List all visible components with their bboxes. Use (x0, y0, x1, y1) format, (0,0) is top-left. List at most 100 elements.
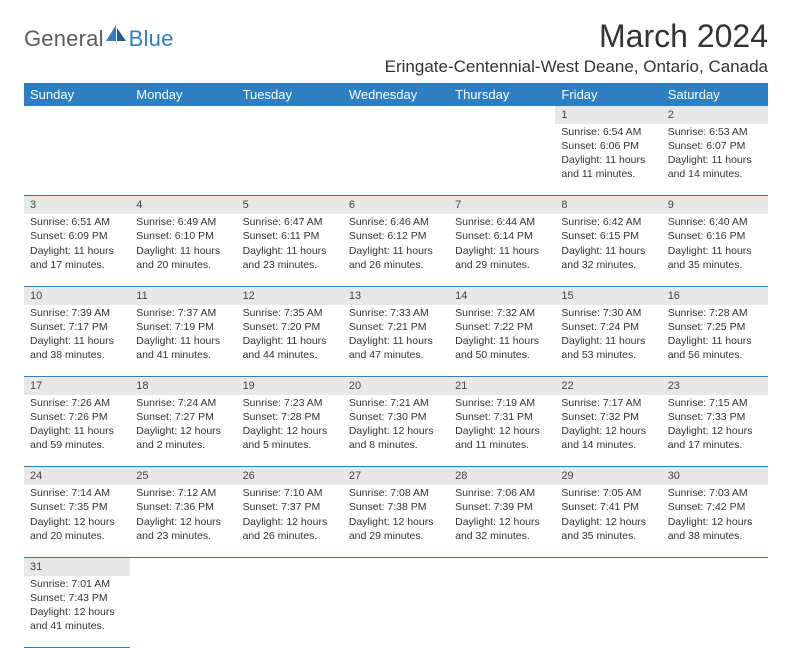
month-title: March 2024 (385, 18, 768, 55)
sunrise-line: Sunrise: 7:10 AM (243, 486, 337, 500)
day-cell: Sunrise: 7:32 AMSunset: 7:22 PMDaylight:… (449, 305, 555, 377)
day-number: 22 (555, 377, 661, 395)
brand-text-2: Blue (129, 26, 174, 52)
day-cell: Sunrise: 6:42 AMSunset: 6:15 PMDaylight:… (555, 214, 661, 286)
day-cell: Sunrise: 6:51 AMSunset: 6:09 PMDaylight:… (24, 214, 130, 286)
week-info-row: Sunrise: 7:14 AMSunset: 7:35 PMDaylight:… (24, 485, 768, 557)
sunrise-line: Sunrise: 6:49 AM (136, 215, 230, 229)
sunrise-line: Sunrise: 7:15 AM (668, 396, 762, 410)
sunrise-line: Sunrise: 6:46 AM (349, 215, 443, 229)
sunrise-line: Sunrise: 7:24 AM (136, 396, 230, 410)
week-number-row: 3456789 (24, 196, 768, 214)
daylight-line: Daylight: 11 hours and 29 minutes. (455, 244, 549, 272)
sunrise-line: Sunrise: 6:54 AM (561, 125, 655, 139)
header: General Blue March 2024 Eringate-Centenn… (24, 18, 768, 77)
daylight-line: Daylight: 11 hours and 35 minutes. (668, 244, 762, 272)
sunset-line: Sunset: 7:20 PM (243, 320, 337, 334)
daylight-line: Daylight: 12 hours and 20 minutes. (30, 515, 124, 543)
day-cell: Sunrise: 7:10 AMSunset: 7:37 PMDaylight:… (237, 485, 343, 557)
day-header: Thursday (449, 83, 555, 106)
day-cell: Sunrise: 7:24 AMSunset: 7:27 PMDaylight:… (130, 395, 236, 467)
day-cell (237, 124, 343, 196)
daylight-line: Daylight: 11 hours and 26 minutes. (349, 244, 443, 272)
sunset-line: Sunset: 6:14 PM (455, 229, 549, 243)
sunset-line: Sunset: 7:33 PM (668, 410, 762, 424)
day-cell: Sunrise: 7:30 AMSunset: 7:24 PMDaylight:… (555, 305, 661, 377)
sunrise-line: Sunrise: 6:51 AM (30, 215, 124, 229)
sunrise-line: Sunrise: 7:19 AM (455, 396, 549, 410)
sunrise-line: Sunrise: 7:17 AM (561, 396, 655, 410)
day-number: 13 (343, 286, 449, 304)
sunset-line: Sunset: 7:28 PM (243, 410, 337, 424)
daylight-line: Daylight: 12 hours and 23 minutes. (136, 515, 230, 543)
day-number: 21 (449, 377, 555, 395)
day-header: Friday (555, 83, 661, 106)
sunset-line: Sunset: 7:21 PM (349, 320, 443, 334)
day-number: 5 (237, 196, 343, 214)
calendar-body: 12Sunrise: 6:54 AMSunset: 6:06 PMDayligh… (24, 106, 768, 648)
day-number: 27 (343, 467, 449, 485)
week-number-row: 10111213141516 (24, 286, 768, 304)
day-number: 26 (237, 467, 343, 485)
daylight-line: Daylight: 11 hours and 59 minutes. (30, 424, 124, 452)
sunset-line: Sunset: 7:27 PM (136, 410, 230, 424)
sunset-line: Sunset: 7:17 PM (30, 320, 124, 334)
day-number: 23 (662, 377, 768, 395)
sunrise-line: Sunrise: 7:28 AM (668, 306, 762, 320)
day-header-row: SundayMondayTuesdayWednesdayThursdayFrid… (24, 83, 768, 106)
daylight-line: Daylight: 12 hours and 2 minutes. (136, 424, 230, 452)
sunset-line: Sunset: 6:16 PM (668, 229, 762, 243)
day-number: 2 (662, 106, 768, 124)
day-number: 20 (343, 377, 449, 395)
daylight-line: Daylight: 11 hours and 32 minutes. (561, 244, 655, 272)
daylight-line: Daylight: 11 hours and 41 minutes. (136, 334, 230, 362)
day-cell (343, 124, 449, 196)
daylight-line: Daylight: 12 hours and 14 minutes. (561, 424, 655, 452)
sunset-line: Sunset: 6:09 PM (30, 229, 124, 243)
day-cell: Sunrise: 7:15 AMSunset: 7:33 PMDaylight:… (662, 395, 768, 467)
day-number (237, 557, 343, 575)
day-number: 25 (130, 467, 236, 485)
week-number-row: 12 (24, 106, 768, 124)
day-number: 4 (130, 196, 236, 214)
sunset-line: Sunset: 6:06 PM (561, 139, 655, 153)
daylight-line: Daylight: 12 hours and 32 minutes. (455, 515, 549, 543)
week-info-row: Sunrise: 6:51 AMSunset: 6:09 PMDaylight:… (24, 214, 768, 286)
daylight-line: Daylight: 12 hours and 29 minutes. (349, 515, 443, 543)
sail-icon (105, 24, 127, 47)
day-number: 8 (555, 196, 661, 214)
day-number (449, 557, 555, 575)
sunset-line: Sunset: 7:38 PM (349, 500, 443, 514)
sunrise-line: Sunrise: 7:01 AM (30, 577, 124, 591)
daylight-line: Daylight: 11 hours and 11 minutes. (561, 153, 655, 181)
day-cell (24, 124, 130, 196)
daylight-line: Daylight: 12 hours and 38 minutes. (668, 515, 762, 543)
day-cell: Sunrise: 7:37 AMSunset: 7:19 PMDaylight:… (130, 305, 236, 377)
brand-logo: General Blue (24, 24, 174, 53)
sunset-line: Sunset: 7:26 PM (30, 410, 124, 424)
day-cell: Sunrise: 7:14 AMSunset: 7:35 PMDaylight:… (24, 485, 130, 557)
day-number: 12 (237, 286, 343, 304)
day-cell: Sunrise: 7:08 AMSunset: 7:38 PMDaylight:… (343, 485, 449, 557)
sunset-line: Sunset: 7:32 PM (561, 410, 655, 424)
daylight-line: Daylight: 11 hours and 17 minutes. (30, 244, 124, 272)
week-number-row: 17181920212223 (24, 377, 768, 395)
daylight-line: Daylight: 11 hours and 53 minutes. (561, 334, 655, 362)
day-number: 9 (662, 196, 768, 214)
sunrise-line: Sunrise: 6:42 AM (561, 215, 655, 229)
day-number: 29 (555, 467, 661, 485)
daylight-line: Daylight: 12 hours and 5 minutes. (243, 424, 337, 452)
sunset-line: Sunset: 6:07 PM (668, 139, 762, 153)
day-number (343, 557, 449, 575)
sunset-line: Sunset: 7:41 PM (561, 500, 655, 514)
sunset-line: Sunset: 7:31 PM (455, 410, 549, 424)
day-cell: Sunrise: 7:39 AMSunset: 7:17 PMDaylight:… (24, 305, 130, 377)
day-number: 24 (24, 467, 130, 485)
day-cell: Sunrise: 6:46 AMSunset: 6:12 PMDaylight:… (343, 214, 449, 286)
day-cell: Sunrise: 6:44 AMSunset: 6:14 PMDaylight:… (449, 214, 555, 286)
week-info-row: Sunrise: 6:54 AMSunset: 6:06 PMDaylight:… (24, 124, 768, 196)
week-info-row: Sunrise: 7:26 AMSunset: 7:26 PMDaylight:… (24, 395, 768, 467)
sunrise-line: Sunrise: 6:44 AM (455, 215, 549, 229)
sunrise-line: Sunrise: 7:03 AM (668, 486, 762, 500)
sunrise-line: Sunrise: 7:39 AM (30, 306, 124, 320)
